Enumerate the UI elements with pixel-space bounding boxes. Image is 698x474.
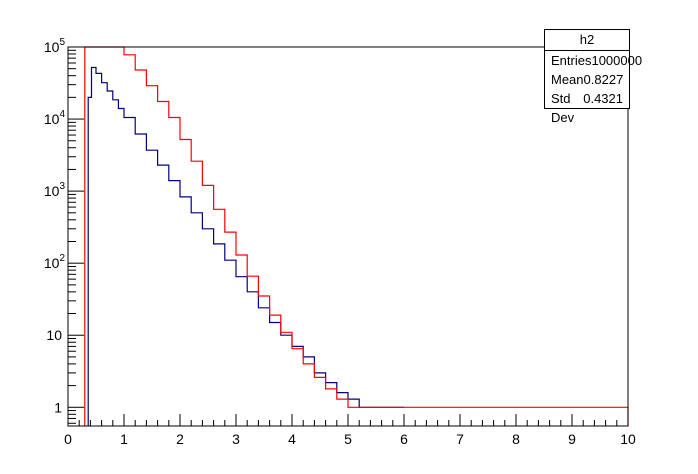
stats-row-mean: Mean 0.8227 bbox=[545, 70, 629, 89]
series-line-1 bbox=[84, 46, 629, 426]
stats-value: 1000000 bbox=[591, 53, 643, 68]
x-tick-label: 7 bbox=[456, 431, 464, 447]
stats-label: Entries bbox=[551, 53, 592, 68]
x-tick-label: 9 bbox=[568, 431, 576, 447]
x-tick-label: 4 bbox=[288, 431, 296, 447]
x-tick-label: 5 bbox=[344, 431, 352, 447]
y-tick-label: 10 bbox=[46, 327, 62, 343]
stats-title: h2 bbox=[545, 30, 629, 51]
x-tick-label: 6 bbox=[400, 431, 408, 447]
stats-value: 0.8227 bbox=[583, 72, 624, 87]
y-tick-label: 1 bbox=[54, 399, 62, 415]
stats-label: Mean bbox=[551, 72, 584, 87]
x-tick-label: 8 bbox=[512, 431, 520, 447]
series-layer bbox=[84, 46, 629, 426]
stats-label: Std Dev bbox=[551, 91, 575, 125]
x-tick-label: 10 bbox=[620, 431, 636, 447]
y-tick-label: 105 bbox=[44, 37, 66, 55]
y-tick-label: 104 bbox=[44, 109, 66, 127]
stats-value: 0.4321 bbox=[583, 91, 623, 106]
x-tick-label: 0 bbox=[64, 431, 72, 447]
series-line-0 bbox=[87, 66, 404, 426]
x-tick-label: 2 bbox=[176, 431, 184, 447]
x-tick-label: 1 bbox=[120, 431, 128, 447]
stats-row-stddev: Std Dev 0.4321 bbox=[545, 89, 629, 125]
stats-row-entries: Entries 1000000 bbox=[545, 51, 642, 70]
y-tick-label: 103 bbox=[44, 181, 66, 199]
x-tick-label: 3 bbox=[232, 431, 240, 447]
y-tick-label: 102 bbox=[44, 253, 66, 271]
stats-box: h2 Entries 1000000 Mean 0.8227 Std Dev 0… bbox=[544, 29, 642, 125]
